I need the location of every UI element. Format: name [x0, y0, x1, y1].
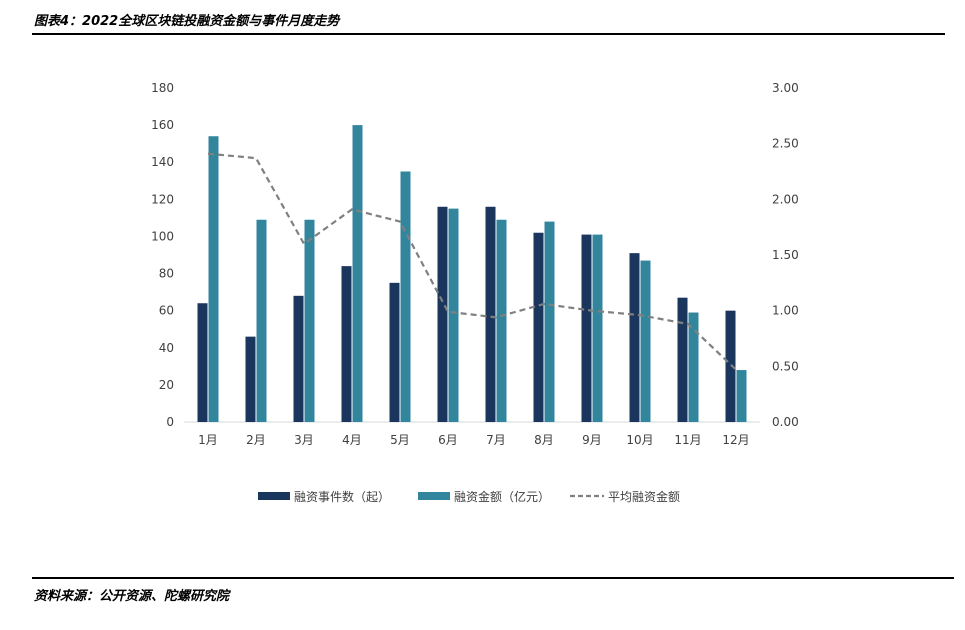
legend-swatch-event-count — [258, 492, 290, 500]
right-tick-label: 2.00 — [772, 192, 799, 206]
bar-amount — [256, 219, 267, 422]
x-tick-label: 3月 — [294, 433, 314, 447]
bar-event-count — [629, 253, 640, 422]
legend-label-event-count: 融资事件数（起） — [294, 489, 390, 504]
left-tick-label: 120 — [151, 192, 174, 206]
bar-event-count — [197, 303, 208, 422]
x-tick-label: 2月 — [246, 433, 266, 447]
left-tick-label: 80 — [159, 267, 174, 281]
left-tick-label: 160 — [151, 118, 174, 132]
x-tick-label: 7月 — [486, 433, 506, 447]
x-tick-label: 11月 — [674, 433, 701, 447]
bottom-rule — [32, 577, 954, 579]
x-tick-label: 4月 — [342, 433, 362, 447]
x-tick-label: 1月 — [198, 433, 218, 447]
right-tick-label: 0.50 — [772, 359, 799, 373]
right-tick-label: 0.00 — [772, 415, 799, 429]
bar-event-count — [341, 266, 352, 422]
bar-amount — [400, 171, 411, 422]
bar-event-count — [485, 206, 496, 422]
right-tick-label: 1.00 — [772, 304, 799, 318]
right-y-axis: 0.00 0.50 1.00 1.50 2.00 2.50 3.00 — [772, 81, 799, 429]
right-tick-label: 3.00 — [772, 81, 799, 95]
bar-event-count — [293, 295, 304, 422]
left-tick-label: 20 — [159, 378, 174, 392]
bar-amount — [304, 219, 315, 422]
left-tick-label: 0 — [166, 415, 174, 429]
bar-amount — [496, 219, 507, 422]
x-tick-label: 5月 — [390, 433, 410, 447]
x-tick-label: 10月 — [626, 433, 653, 447]
combo-chart: 0 20 40 60 80 100 120 140 160 180 0.00 0.50 1.00 1.5… — [151, 81, 799, 504]
left-tick-label: 180 — [151, 81, 174, 95]
bar-amount — [640, 260, 651, 422]
x-tick-label: 6月 — [438, 433, 458, 447]
x-tick-label: 12月 — [722, 433, 749, 447]
bar-event-count — [581, 234, 592, 422]
legend-swatch-amount — [418, 492, 450, 500]
bar-event-count — [437, 206, 448, 422]
bar-event-count — [389, 282, 400, 422]
left-tick-label: 140 — [151, 155, 174, 169]
right-tick-label: 1.50 — [772, 248, 799, 262]
legend-label-amount: 融资金额（亿元） — [454, 489, 550, 504]
bar-event-count — [245, 336, 256, 422]
left-y-axis: 0 20 40 60 80 100 120 140 160 180 — [151, 81, 174, 429]
bar-event-count — [725, 310, 736, 422]
bar-amount — [208, 136, 219, 422]
x-axis: 1月 2月 3月 4月 5月 6月 7月 8月 9月 10月 11月 12月 — [184, 421, 760, 447]
x-tick-label: 9月 — [582, 433, 602, 447]
bar-amount — [688, 312, 699, 422]
source-note: 资料来源：公开资源、陀螺研究院 — [34, 589, 230, 604]
right-tick-label: 2.50 — [772, 137, 799, 151]
top-rule — [32, 33, 945, 35]
left-tick-label: 100 — [151, 229, 174, 243]
bar-amount — [736, 370, 747, 422]
bar-amount — [592, 234, 603, 422]
avg-amount-line — [207, 152, 737, 371]
bar-amount — [544, 221, 555, 422]
left-tick-label: 60 — [159, 304, 174, 318]
bar-event-count — [533, 232, 544, 422]
left-tick-label: 40 — [159, 341, 174, 355]
bar-amount — [352, 125, 363, 422]
legend-label-avg: 平均融资金额 — [608, 489, 680, 504]
legend: 融资事件数（起） 融资金额（亿元） 平均融资金额 — [258, 489, 680, 504]
line-series — [207, 152, 737, 371]
bar-amount — [448, 208, 459, 422]
x-tick-label: 8月 — [534, 433, 554, 447]
chart-title: 图表4：2022全球区块链投融资金额与事件月度走势 — [34, 14, 340, 29]
bar-event-count — [677, 297, 688, 422]
bar-series — [197, 125, 747, 422]
